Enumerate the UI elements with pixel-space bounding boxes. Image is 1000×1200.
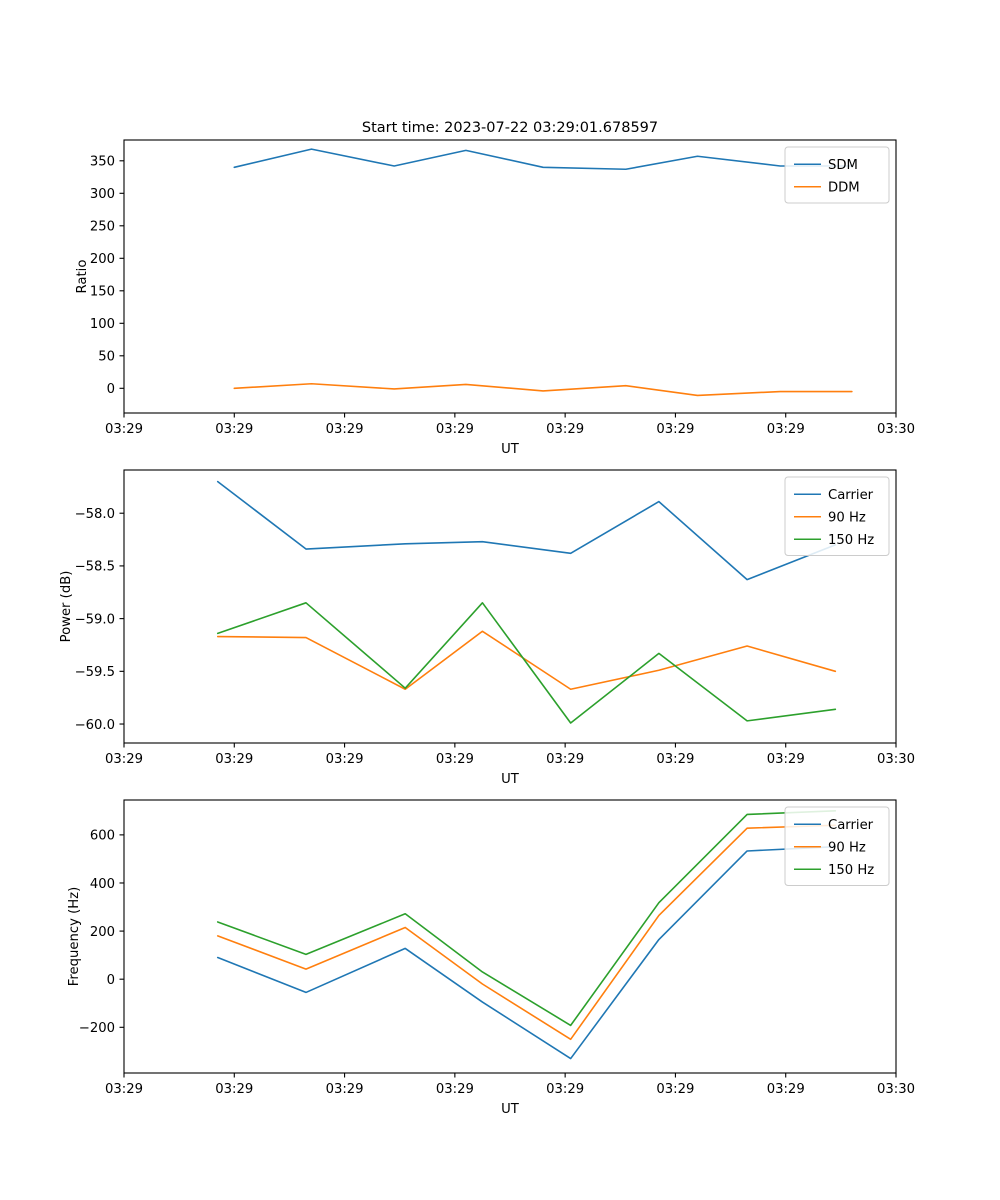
x-tick-label: 03:29 [215,1082,253,1097]
legend-box [784,806,890,886]
y-tick-label: −58.0 [75,507,115,522]
series-line-90-hz [216,630,837,691]
y-tick-label: 100 [90,317,115,332]
y-tick-label: −200 [79,1021,115,1036]
x-tick-label: 03:29 [656,422,694,437]
x-tick-label: 03:30 [877,1082,915,1097]
y-axis-label: Ratio [75,260,90,294]
series-line-150-hz [216,810,837,1027]
legend-label-sdm: SDM [828,158,858,173]
legend-label-150-hz: 150 Hz [828,533,874,548]
axes-frame [123,469,897,744]
legend: Carrier 90 Hz 150 Hz [784,806,890,886]
x-tick-label: 03:30 [877,752,915,767]
series-line-carrier [216,845,837,1060]
series-line-150-hz [216,602,837,724]
x-tick-label: 03:29 [326,422,364,437]
figure-title: Start time: 2023-07-22 03:29:01.678597 [362,120,658,136]
y-tick-label: 0 [107,382,115,397]
x-tick-label: 03:29 [656,752,694,767]
x-axis-label: UT [501,772,520,787]
x-tick-label: 03:29 [215,422,253,437]
y-tick-label: 0 [107,973,115,988]
y-tick-label: −59.0 [75,612,115,627]
y-tick-label: 200 [90,252,115,267]
legend-box [784,146,890,204]
y-tick-label: −58.5 [75,560,115,575]
legend-label-90-hz: 90 Hz [828,841,866,856]
legend-label-carrier: Carrier [828,488,874,503]
y-tick-label: 200 [90,925,115,940]
axes-frame [123,799,897,1074]
y-tick-label: 300 [90,187,115,202]
legend-label-90-hz: 90 Hz [828,511,866,526]
x-tick-label: 03:29 [326,752,364,767]
x-tick-label: 03:29 [105,422,143,437]
x-tick-label: 03:29 [546,752,584,767]
x-tick-label: 03:29 [546,1082,584,1097]
x-tick-label: 03:30 [877,422,915,437]
legend-label-carrier: Carrier [828,818,874,833]
legend-box [784,476,890,556]
axes-frame [123,139,897,414]
x-tick-label: 03:29 [546,422,584,437]
legend-label-ddm: DDM [828,181,860,196]
y-tick-label: 400 [90,877,115,892]
ratio-subplot: 03:29 03:29 03:29 03:29 03:29 03:29 03:29 03:30… [75,139,915,457]
x-tick-label: 03:29 [215,752,253,767]
y-axis-label: Frequency (Hz) [67,887,82,986]
series-line-90-hz [216,824,837,1041]
x-axis-label: UT [501,1102,520,1117]
x-tick-label: 03:29 [105,752,143,767]
x-tick-label: 03:29 [767,1082,805,1097]
legend: Carrier 90 Hz 150 Hz [784,476,890,556]
y-tick-label: 350 [90,155,115,170]
x-tick-label: 03:29 [436,422,474,437]
x-tick-label: 03:29 [326,1082,364,1097]
y-tick-label: 150 [90,285,115,300]
y-tick-label: 50 [98,350,115,365]
x-tick-label: 03:29 [767,752,805,767]
y-tick-label: −60.0 [75,718,115,733]
x-axis-label: UT [501,442,520,457]
legend-label-150-hz: 150 Hz [828,863,874,878]
y-tick-label: 250 [90,220,115,235]
x-tick-label: 03:29 [656,1082,694,1097]
series-line-carrier [216,480,837,581]
series-line-sdm [233,148,853,171]
power-subplot: 03:29 03:29 03:29 03:29 03:29 03:29 03:29 03:30… [59,469,915,787]
x-tick-label: 03:29 [436,752,474,767]
series-line-ddm [233,382,853,397]
legend: SDM DDM [784,146,890,204]
x-tick-label: 03:29 [767,422,805,437]
y-axis-label: Power (dB) [59,571,74,643]
frequency-subplot: 03:29 03:29 03:29 03:29 03:29 03:29 03:29 03:30… [67,799,915,1117]
x-tick-label: 03:29 [105,1082,143,1097]
y-tick-label: −59.5 [75,665,115,680]
y-tick-label: 600 [90,829,115,844]
x-tick-label: 03:29 [436,1082,474,1097]
